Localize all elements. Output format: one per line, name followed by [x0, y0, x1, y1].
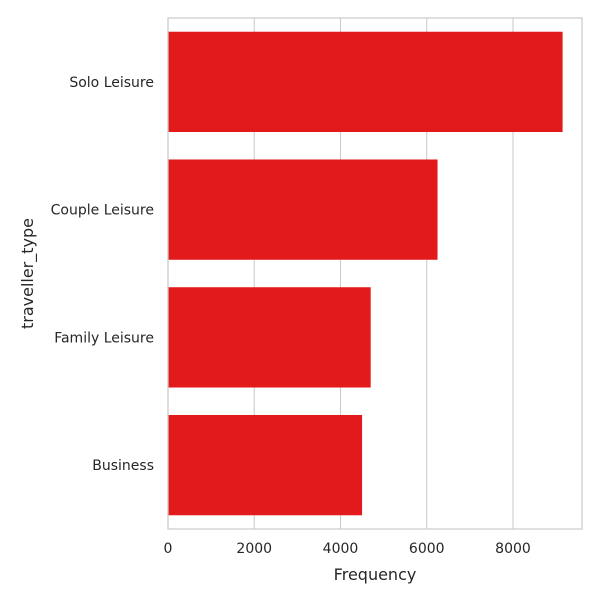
- x-axis-label: Frequency: [334, 565, 417, 584]
- bar-business: [168, 414, 363, 516]
- bar-solo-leisure: [168, 31, 563, 133]
- x-tick-labels: 0 2000 4000 6000 8000: [164, 541, 531, 557]
- plot-frame: [167, 17, 583, 530]
- x-tick-label: 0: [164, 541, 173, 557]
- bars: [168, 31, 563, 516]
- x-tick-label: 8000: [495, 541, 531, 557]
- y-tick-label: Couple Leisure: [51, 203, 154, 219]
- bar-couple-leisure: [168, 159, 438, 260]
- x-tick-label: 2000: [236, 541, 272, 557]
- x-tick-label: 6000: [409, 541, 445, 557]
- y-tick-label: Solo Leisure: [69, 75, 154, 91]
- y-tick-label: Business: [92, 458, 154, 474]
- y-axis-label: traveller_type: [18, 218, 38, 329]
- y-tick-label: Family Leisure: [54, 330, 154, 346]
- bar-family-leisure: [168, 287, 371, 388]
- y-tick-labels: Solo Leisure Couple Leisure Family Leisure…: [51, 75, 154, 474]
- x-tick-label: 4000: [323, 541, 359, 557]
